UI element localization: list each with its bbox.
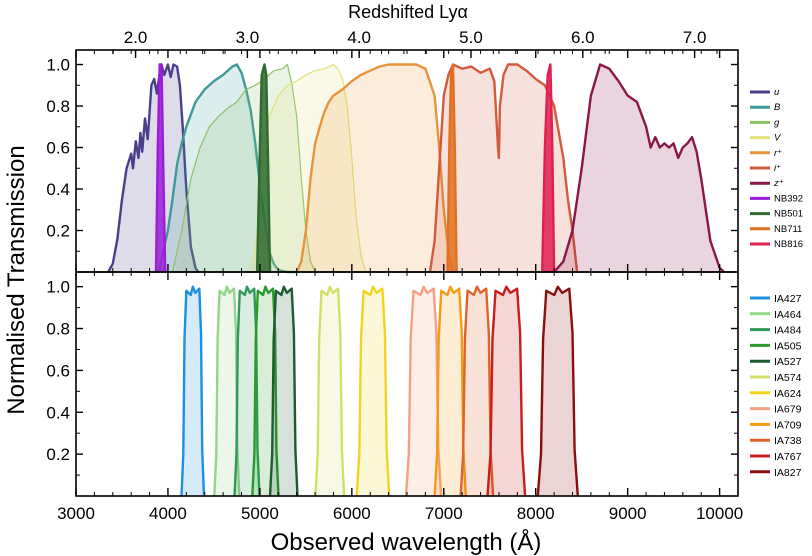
series-ia527-line xyxy=(268,285,299,497)
series-ia709-area xyxy=(434,286,466,496)
series-ia527-area xyxy=(270,286,298,496)
legend-label-ia679: IA679 xyxy=(774,404,802,416)
y-tick-label: 0.2 xyxy=(46,445,70,464)
legend-label-ia527: IA527 xyxy=(774,356,802,368)
series-ia427-line xyxy=(180,285,206,497)
series-u-area xyxy=(108,64,199,272)
series-r-area xyxy=(296,64,453,272)
series-g-area xyxy=(172,64,316,272)
x-tick-label: 7000 xyxy=(425,504,463,523)
legend-label-ia427: IA427 xyxy=(774,293,802,305)
series-ia827-area xyxy=(537,286,578,496)
top-axis-tick-label: 3.0 xyxy=(236,28,260,47)
series-ia484-area xyxy=(234,286,260,496)
y-tick-label: 0.4 xyxy=(46,403,70,422)
y-tick-label: 0.6 xyxy=(46,139,70,158)
series-ia679-line xyxy=(404,285,443,497)
legend-label-ia505: IA505 xyxy=(774,340,802,352)
legend-label-nb816: NB816 xyxy=(774,239,803,250)
series-g-line xyxy=(171,63,316,273)
x-tick-label: 3000 xyxy=(57,504,95,523)
series-ia827-line xyxy=(536,285,579,497)
x-tick-label: 9000 xyxy=(609,504,647,523)
top-axis-tick-label: 2.0 xyxy=(124,28,148,47)
y-tick-label: 0.2 xyxy=(46,222,70,241)
series-z-line xyxy=(553,63,725,273)
x-tick-label: 10000 xyxy=(696,504,743,523)
series-nb711-line xyxy=(446,63,458,273)
legend-label-ia709: IA709 xyxy=(774,419,802,431)
top-axis-tick-label: 5.0 xyxy=(459,28,483,47)
y-tick-label: 1.0 xyxy=(46,278,70,297)
y-tick-label: 0.6 xyxy=(46,361,70,380)
legend-label-ia827: IA827 xyxy=(774,467,802,479)
series-nb711-area xyxy=(447,64,457,272)
series-ia624-line xyxy=(355,285,391,497)
top-axis-tick-label: 6.0 xyxy=(571,28,595,47)
series-ia738-area xyxy=(460,286,494,496)
legend-label-g: g xyxy=(774,117,780,128)
series-ia505-line xyxy=(251,285,280,497)
legend-label-nb392: NB392 xyxy=(774,193,803,204)
series-z-area xyxy=(554,64,725,272)
series-r-line xyxy=(295,63,455,273)
y-tick-label: 1.0 xyxy=(46,56,70,75)
legend-label-ia484: IA484 xyxy=(774,325,802,337)
legend-label-i: i⁺ xyxy=(774,163,781,174)
series-ia574-area xyxy=(315,286,345,496)
series-ia709-line xyxy=(433,285,467,497)
y-axis-label: Normalised Transmission xyxy=(3,145,30,414)
series-i-area xyxy=(430,64,578,272)
top-axis-tick-label: 4.0 xyxy=(347,28,371,47)
legend-label-b: B xyxy=(774,102,781,113)
x-tick-label: 5000 xyxy=(241,504,279,523)
legend-label-ia738: IA738 xyxy=(774,435,802,447)
legend-label-r: r⁺ xyxy=(774,148,782,159)
x-tick-label: 6000 xyxy=(333,504,371,523)
series-nb392-area xyxy=(156,64,166,272)
series-ia679-area xyxy=(406,286,442,496)
series-ia484-line xyxy=(233,285,261,497)
legend-label-ia464: IA464 xyxy=(774,309,802,321)
bottom-panel: 0.2 0.4 0.6 0.8 1.0 3000 4000 5000 6000 7000 8000 9… xyxy=(46,271,743,523)
top-panel: 0.2 0.4 0.6 0.8 1.0 2.0 3.0 4.0 5.0 6.0 7.0 xyxy=(46,28,739,274)
legend-label-ia624: IA624 xyxy=(774,388,802,400)
series-ia574-line xyxy=(314,285,346,497)
series-ia767-area xyxy=(487,286,526,496)
series-i-line xyxy=(428,63,579,273)
series-v-area xyxy=(250,64,366,272)
series-ia427-area xyxy=(181,286,204,496)
top-axis-tick-label: 7.0 xyxy=(683,28,707,47)
legend-label-nb711: NB711 xyxy=(774,224,802,235)
panel-frame xyxy=(75,271,739,497)
series-u-line xyxy=(107,63,200,273)
y-tick-label: 0.8 xyxy=(46,97,70,116)
top-axis-title: Redshifted Lyα xyxy=(348,2,468,22)
series-ia767-line xyxy=(486,285,527,497)
series-nb392-line xyxy=(154,63,167,273)
x-tick-label: 4000 xyxy=(149,504,187,523)
series-ia738-line xyxy=(459,285,495,497)
y-tick-label: 0.4 xyxy=(46,180,70,199)
legend-label-u: u xyxy=(774,87,780,98)
legend-label-nb501: NB501 xyxy=(774,209,803,220)
series-nb501-line xyxy=(255,63,272,273)
legend-label-z: z⁺ xyxy=(773,178,784,189)
series-ia464-area xyxy=(214,286,240,496)
legend-label-ia574: IA574 xyxy=(774,372,802,384)
legend-label-v: V xyxy=(774,133,782,144)
legend-bottom: IA427 IA464 IA484 IA505 IA527 IA574 IA624 IA679… xyxy=(750,293,802,479)
legend-label-ia767: IA767 xyxy=(774,451,802,463)
x-tick-label: 8000 xyxy=(517,504,555,523)
y-tick-label: 0.8 xyxy=(46,320,70,339)
series-nb816-line xyxy=(541,63,556,273)
series-ia624-area xyxy=(356,286,390,496)
x-axis-label: Observed wavelength (Å) xyxy=(271,528,542,556)
